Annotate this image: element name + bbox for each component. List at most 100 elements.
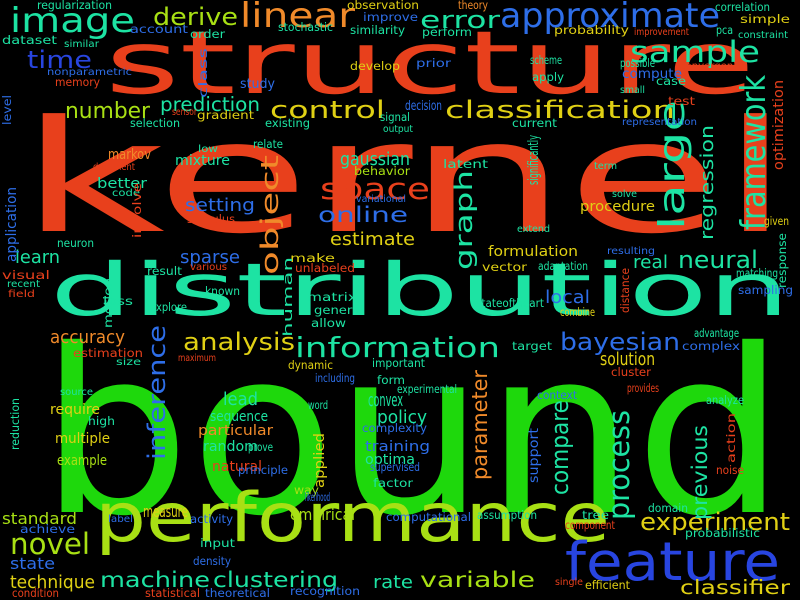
word-involve: involve xyxy=(130,182,144,238)
word-recent: recent xyxy=(7,279,41,290)
word-solution: solution xyxy=(600,350,656,370)
word-object: object xyxy=(255,154,284,275)
word-input: input xyxy=(200,536,236,550)
word-distribution: distribution xyxy=(50,248,791,333)
word-error: error xyxy=(420,5,501,34)
word-signal: signal xyxy=(380,110,411,124)
word-context: context xyxy=(537,388,578,402)
word-simple: simple xyxy=(740,12,791,26)
word-account: account xyxy=(130,22,189,36)
word-training: training xyxy=(365,438,431,455)
word-resulting: resulting xyxy=(607,246,656,257)
word-clustering: clustering xyxy=(213,568,339,593)
word-order: order xyxy=(190,27,226,41)
word-inference: inference xyxy=(142,324,171,460)
word-feature: feature xyxy=(565,530,781,593)
word-derive: derive xyxy=(153,2,239,31)
word-achieve: achieve xyxy=(20,522,76,536)
word-single: single xyxy=(555,577,584,588)
word-compute: compute xyxy=(622,66,683,82)
word-markov: markov xyxy=(108,146,152,163)
word-combine: combine xyxy=(560,305,596,319)
word-theoretical: theoretical xyxy=(205,586,271,600)
word-label: label xyxy=(108,514,134,525)
word-sensor: sensor xyxy=(172,107,198,118)
word-analysis: analysis xyxy=(183,327,296,356)
word-space: space xyxy=(320,172,431,206)
word-term: term xyxy=(594,161,618,172)
word-general: general xyxy=(314,303,365,317)
word-density: density xyxy=(193,554,232,568)
word-make: make xyxy=(290,251,336,265)
word-measure: measure xyxy=(143,503,189,521)
word-online: online xyxy=(318,203,409,228)
word-control: control xyxy=(270,95,386,124)
word-probability: probability xyxy=(554,23,630,37)
word-local: local xyxy=(545,288,591,308)
word-explore: explore xyxy=(150,300,188,314)
word-procedure: procedure xyxy=(580,198,656,215)
word-current: current xyxy=(512,116,558,130)
word-linear: linear xyxy=(240,0,356,36)
word-setting: setting xyxy=(185,196,256,216)
word-efficient: efficient xyxy=(585,578,631,592)
word-parameter: parameter xyxy=(468,369,493,480)
word-representation: representation xyxy=(622,117,698,128)
word-component: component xyxy=(565,518,616,532)
word-stochastic: stochastic xyxy=(278,20,334,34)
word-allow: allow xyxy=(311,316,347,330)
word-empirical: empirical xyxy=(290,506,356,524)
word-sequence: sequence xyxy=(210,408,269,425)
word-mixture: mixture xyxy=(175,152,231,169)
word-time: time xyxy=(27,45,93,74)
word-framework: framework xyxy=(734,74,774,230)
word-memory: memory xyxy=(55,75,101,89)
word-possible: possible xyxy=(620,56,656,70)
word-similar: similar xyxy=(64,39,100,50)
word-multiple: multiple xyxy=(55,430,111,447)
word-application: application xyxy=(3,186,20,262)
word-natural: natural xyxy=(212,458,263,475)
word-human: human xyxy=(280,256,295,337)
word-classification: classification xyxy=(445,95,676,124)
word-response: response xyxy=(775,232,789,288)
word-stateoftheart: stateoftheart xyxy=(476,296,545,310)
word-particular: particular xyxy=(198,422,274,439)
word-complex: complex xyxy=(682,339,741,353)
word-noise: noise xyxy=(716,463,745,477)
word-field: field xyxy=(8,289,36,300)
word-unlabeled: unlabeled xyxy=(295,261,356,275)
word-level: level xyxy=(0,94,14,125)
word-prediction: prediction xyxy=(160,93,261,116)
word-adaptation: adaptation xyxy=(538,259,589,273)
word-class: class xyxy=(196,47,210,98)
word-bayesian: bayesian xyxy=(560,327,680,356)
word-vector: vector xyxy=(482,260,528,274)
word-distance: distance xyxy=(618,267,632,313)
word-latent: latent xyxy=(443,157,489,171)
word-performance: performance xyxy=(95,479,611,558)
word-decision: decision xyxy=(405,98,443,114)
word-target: target xyxy=(512,339,553,353)
word-solve: solve xyxy=(612,189,638,200)
word-behavior: behavior xyxy=(354,164,411,178)
word-variable: variable xyxy=(420,568,536,593)
word-apply: apply xyxy=(532,70,565,84)
word-experiment: experiment xyxy=(640,507,791,536)
word-output: output xyxy=(383,124,414,135)
word-gradient: gradient xyxy=(197,108,255,122)
word-reduction: reduction xyxy=(8,397,22,450)
word-state: state xyxy=(10,555,56,573)
word-loss: loss xyxy=(103,294,134,308)
word-gaussian: gaussian xyxy=(340,150,411,170)
word-way: way xyxy=(294,483,320,497)
word-develop: develop xyxy=(350,59,401,73)
word-stimulus: stimulus xyxy=(187,212,236,226)
word-relate: relate xyxy=(253,137,284,151)
word-experimental: experimental xyxy=(397,382,458,396)
word-case: case xyxy=(656,74,687,88)
word-estimation: estimation xyxy=(73,346,144,360)
word-size: size xyxy=(116,357,142,368)
word-action: action xyxy=(724,412,738,463)
word-selection: selection xyxy=(130,116,181,130)
